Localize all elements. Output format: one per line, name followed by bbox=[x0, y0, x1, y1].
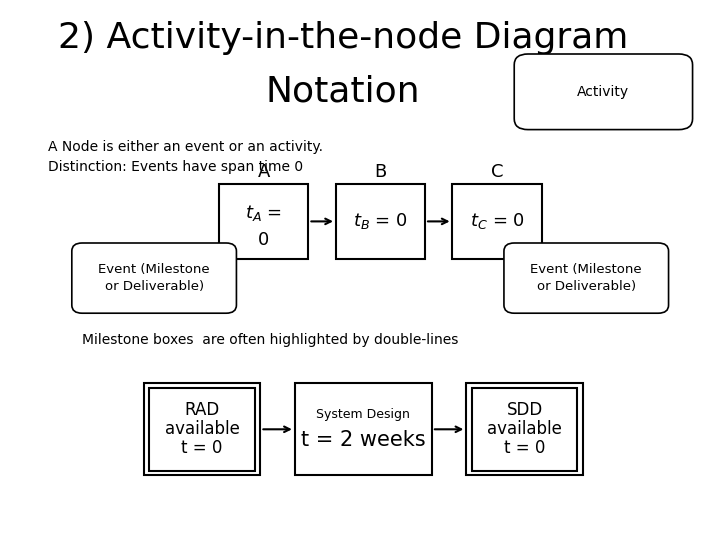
Text: $t_A$ =: $t_A$ = bbox=[246, 203, 282, 224]
Text: A Node is either an event or an activity.
Distinction: Events have span time 0: A Node is either an event or an activity… bbox=[48, 140, 323, 174]
Text: t = 2 weeks: t = 2 weeks bbox=[301, 430, 426, 450]
Text: $t_B$ = 0: $t_B$ = 0 bbox=[353, 211, 408, 232]
Text: System Design: System Design bbox=[316, 408, 410, 421]
Text: Notation: Notation bbox=[266, 75, 420, 109]
Bar bbox=[452, 184, 541, 259]
Text: Event (Milestone
or Deliverable): Event (Milestone or Deliverable) bbox=[531, 263, 642, 293]
Bar bbox=[472, 388, 577, 471]
FancyBboxPatch shape bbox=[72, 243, 236, 313]
Text: t = 0: t = 0 bbox=[504, 439, 545, 457]
Text: RAD: RAD bbox=[184, 401, 220, 420]
Text: Event (Milestone
or Deliverable): Event (Milestone or Deliverable) bbox=[99, 263, 210, 293]
FancyBboxPatch shape bbox=[514, 54, 693, 130]
Text: Activity: Activity bbox=[577, 85, 629, 99]
Bar bbox=[336, 184, 425, 259]
Bar bbox=[149, 388, 255, 471]
Bar bbox=[294, 383, 432, 475]
Text: Milestone boxes  are often highlighted by double-lines: Milestone boxes are often highlighted by… bbox=[82, 333, 459, 347]
Text: available: available bbox=[487, 420, 562, 438]
Text: B: B bbox=[374, 163, 387, 181]
Text: available: available bbox=[165, 420, 240, 438]
Text: SDD: SDD bbox=[506, 401, 543, 420]
Bar bbox=[144, 383, 261, 475]
Bar bbox=[467, 383, 582, 475]
Text: 0: 0 bbox=[258, 231, 269, 249]
Text: 2) Activity-in-the-node Diagram: 2) Activity-in-the-node Diagram bbox=[58, 21, 628, 55]
Text: C: C bbox=[491, 163, 503, 181]
Text: $t_C$ = 0: $t_C$ = 0 bbox=[469, 211, 525, 232]
FancyBboxPatch shape bbox=[504, 243, 669, 313]
Text: A: A bbox=[258, 163, 270, 181]
Bar bbox=[220, 184, 308, 259]
Text: t = 0: t = 0 bbox=[181, 439, 222, 457]
